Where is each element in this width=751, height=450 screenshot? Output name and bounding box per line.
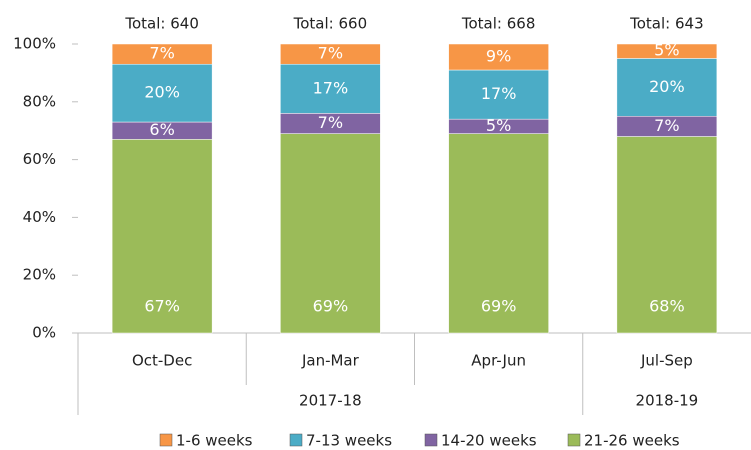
bar-segment (280, 43, 381, 65)
value-label: 5% (486, 116, 511, 135)
bar-segment (616, 136, 718, 334)
legend-swatch (424, 433, 438, 447)
value-label: 7% (654, 116, 679, 135)
x-tick-label: Jul-Sep (640, 352, 693, 370)
bar-segment (111, 43, 213, 65)
bar-segment (111, 63, 213, 123)
bar-segment (280, 63, 381, 114)
value-label: 9% (486, 47, 511, 66)
y-tick-label: 0% (32, 324, 56, 342)
legend-swatch (159, 433, 173, 447)
legend-swatch (567, 433, 581, 447)
y-tick-label: 40% (23, 208, 56, 226)
x-tick-label: Oct-Dec (132, 352, 192, 370)
total-label: Total: 643 (629, 15, 703, 33)
y-tick-label: 20% (23, 266, 56, 284)
total-label: Total: 668 (461, 15, 535, 33)
legend-swatch (289, 433, 303, 447)
group-label: 2018-19 (636, 392, 699, 410)
bar-segment (448, 133, 549, 334)
legend-label: 14-20 weeks (441, 432, 537, 450)
value-label: 5% (654, 41, 679, 60)
group-label: 2017-18 (299, 392, 362, 410)
value-label: 7% (318, 113, 343, 132)
bar-segment (448, 69, 549, 120)
bar-segment (280, 133, 381, 334)
legend-label: 7-13 weeks (306, 432, 392, 450)
value-label: 67% (144, 297, 180, 316)
value-label: 7% (318, 44, 343, 63)
y-tick-label: 100% (13, 35, 56, 53)
legend-label: 21-26 weeks (584, 432, 680, 450)
y-tick-label: 80% (23, 92, 56, 110)
x-tick-label: Jan-Mar (301, 352, 360, 370)
bar-segment (448, 43, 549, 71)
total-label: Total: 660 (293, 15, 367, 33)
total-label: Total: 640 (124, 15, 198, 33)
value-label: 68% (649, 297, 685, 316)
value-label: 7% (149, 44, 174, 63)
value-label: 17% (313, 78, 349, 97)
value-label: 17% (481, 84, 517, 103)
legend-label: 1-6 weeks (176, 432, 253, 450)
x-tick-label: Apr-Jun (471, 352, 526, 370)
value-label: 69% (313, 297, 349, 316)
value-label: 20% (649, 77, 685, 96)
value-label: 69% (481, 297, 517, 316)
value-label: 20% (144, 83, 180, 102)
y-tick-label: 60% (23, 150, 56, 168)
bar-segment (616, 43, 718, 59)
value-label: 6% (149, 120, 174, 139)
bar-segment (616, 58, 718, 117)
bar-segment (111, 139, 213, 334)
